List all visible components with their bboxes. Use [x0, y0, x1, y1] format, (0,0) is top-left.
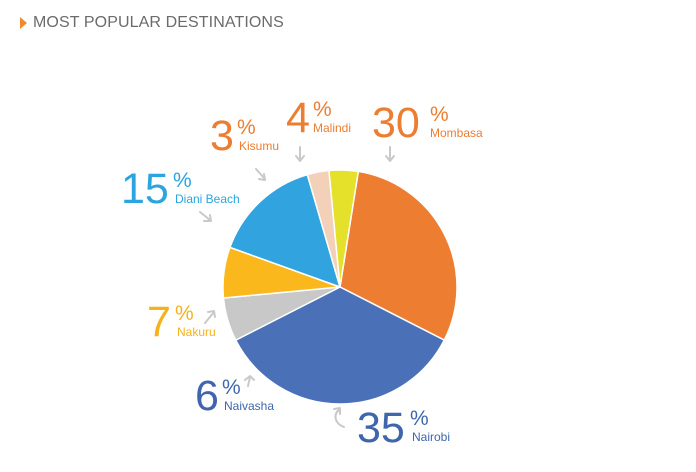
- label-mombasa: 30 % Mombasa: [372, 99, 483, 147]
- label-naivasha-value: 6: [195, 372, 219, 420]
- label-naivasha: 6 % Naivasha: [195, 372, 274, 420]
- label-nairobi-percent: %: [410, 407, 429, 430]
- label-malindi-name: Malindi: [313, 121, 351, 135]
- arrow-nairobi: [333, 407, 345, 428]
- pie-slice-nairobi: [234, 286, 446, 405]
- label-mombasa-value: 30: [372, 99, 420, 147]
- chart-header: MOST POPULAR DESTINATIONS: [20, 14, 284, 32]
- label-nairobi-name: Nairobi: [412, 430, 450, 444]
- label-nairobi-value: 35: [357, 404, 405, 452]
- label-diani-percent: %: [173, 169, 192, 192]
- arrow-kisumu: [255, 168, 266, 181]
- arrow-naivasha: [244, 375, 255, 387]
- arrow-mombasa: [385, 146, 395, 162]
- label-mombasa-percent: %: [430, 103, 449, 126]
- pie-slice-malindi: [328, 169, 360, 288]
- label-diani-beach: 15 % Diani Beach: [121, 165, 240, 213]
- label-nairobi: 35 % Nairobi: [357, 404, 450, 452]
- label-kisumu-name: Kisumu: [239, 139, 279, 153]
- arrow-diani: [199, 211, 212, 222]
- label-malindi-value: 4: [286, 94, 310, 142]
- label-naivasha-percent: %: [222, 376, 241, 399]
- pie-slice-diani-beach: [228, 173, 342, 289]
- connector-arrows: [199, 146, 395, 428]
- label-nakuru-name: Nakuru: [177, 325, 216, 339]
- label-malindi: 4 % Malindi: [286, 94, 351, 142]
- arrow-malindi: [295, 146, 305, 162]
- label-naivasha-name: Naivasha: [224, 399, 274, 413]
- header-triangle-icon: [20, 17, 27, 29]
- label-mombasa-name: Mombasa: [430, 126, 483, 140]
- label-diani-name: Diani Beach: [175, 192, 240, 206]
- label-malindi-percent: %: [313, 98, 332, 121]
- label-nakuru: 7 % Nakuru: [147, 298, 216, 346]
- label-kisumu: 3 % Kisumu: [210, 112, 279, 160]
- chart-title: MOST POPULAR DESTINATIONS: [33, 14, 284, 31]
- pie-slices: [222, 169, 458, 405]
- label-nakuru-percent: %: [175, 302, 194, 325]
- arrow-nakuru: [204, 310, 216, 324]
- label-diani-value: 15: [121, 165, 169, 213]
- pie-slice-mombasa: [339, 170, 458, 342]
- label-kisumu-value: 3: [210, 112, 234, 160]
- label-kisumu-percent: %: [237, 116, 256, 139]
- label-nakuru-value: 7: [147, 298, 171, 346]
